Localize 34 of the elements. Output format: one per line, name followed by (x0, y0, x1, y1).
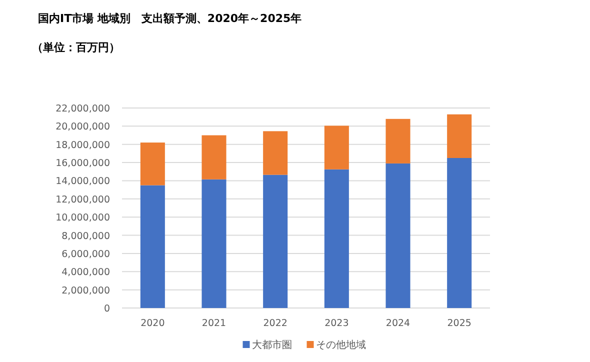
x-tick-label: 2021 (202, 318, 226, 329)
x-tick-label: 2022 (263, 318, 288, 329)
bar (386, 118, 410, 164)
bar (447, 114, 472, 158)
y-tick-label: 6,000,000 (62, 248, 110, 260)
bar (140, 142, 165, 186)
x-tick-label: 2024 (386, 318, 410, 329)
bar (386, 163, 410, 308)
bar (263, 131, 288, 175)
y-tick-label: 8,000,000 (62, 230, 110, 242)
x-tick-label: 2020 (140, 318, 165, 329)
y-tick-label: 4,000,000 (62, 267, 110, 278)
y-tick-label: 14,000,000 (56, 176, 110, 188)
y-tick-label: 20,000,000 (56, 122, 110, 133)
y-tick-label: 22,000,000 (56, 104, 110, 114)
y-tick-label: 16,000,000 (56, 158, 110, 170)
y-tick-label: 2,000,000 (62, 285, 110, 296)
x-tick-label: 2023 (324, 318, 349, 329)
bar (447, 158, 472, 308)
y-tick-label: 10,000,000 (56, 212, 110, 224)
y-tick-label: 12,000,000 (56, 194, 110, 206)
legend-label: その他地域 (316, 339, 366, 351)
y-tick-label: 0 (104, 304, 110, 314)
bar (202, 179, 226, 308)
bar (324, 126, 349, 170)
chart-title: 国内IT市場 地域別 支出額予測、2020年～2025年 (38, 12, 302, 25)
y-tick-label: 18,000,000 (56, 140, 110, 151)
bar (324, 169, 349, 308)
legend-label: 大都市圏 (252, 339, 292, 351)
chart-subtitle: （単位：百万円） (32, 41, 120, 54)
bar (202, 135, 226, 180)
x-tick-label: 2025 (447, 318, 472, 329)
bar (263, 174, 288, 308)
bar (140, 185, 165, 308)
